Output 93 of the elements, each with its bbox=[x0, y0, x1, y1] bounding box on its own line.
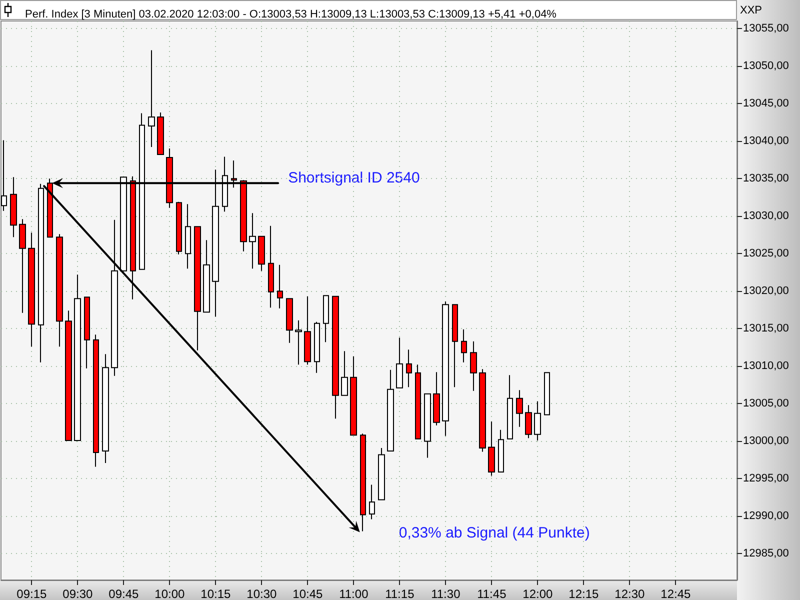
candlestick bbox=[387, 369, 394, 452]
y-axis-title: XXP bbox=[740, 4, 762, 16]
annotation: Shortsignal ID 2540 bbox=[288, 170, 420, 187]
y-tick-label: 13055,00 bbox=[743, 22, 789, 35]
candlestick bbox=[498, 429, 504, 472]
y-tick-label: 13045,00 bbox=[743, 98, 789, 110]
candlestick bbox=[295, 320, 302, 366]
candlestick bbox=[277, 264, 283, 309]
candlestick bbox=[286, 298, 293, 344]
x-tick-label: 09:15 bbox=[16, 587, 48, 600]
x-tick-label: 10:00 bbox=[154, 587, 186, 600]
candlestick bbox=[360, 433, 366, 532]
candlestick bbox=[93, 334, 99, 468]
candlestick bbox=[378, 447, 385, 500]
candlestick bbox=[470, 340, 477, 392]
candlestick bbox=[258, 236, 265, 272]
candlestick bbox=[452, 304, 458, 388]
candlestick bbox=[38, 183, 44, 363]
candlestick bbox=[424, 393, 431, 458]
y-tick-label: 12985,00 bbox=[743, 548, 789, 560]
x-tick-label: 11:15 bbox=[385, 587, 415, 600]
candlestick bbox=[415, 364, 421, 440]
chart-title: Perf. Index [3 Minuten] 03.02.2020 12:03:00 - O:13003,53 H:13009,13 L:13003,53 C:13009,13 +5,41 +0,04% bbox=[25, 8, 557, 20]
candlestick bbox=[231, 160, 237, 188]
candlestick bbox=[516, 390, 523, 428]
y-tick-label: 13010,00 bbox=[743, 360, 789, 372]
candlestick bbox=[268, 225, 274, 308]
x-tick-label: 12:45 bbox=[660, 587, 692, 600]
candlestick bbox=[157, 112, 164, 156]
y-tick-label: 13035,00 bbox=[743, 172, 789, 185]
candlestick bbox=[350, 356, 357, 436]
candlestick bbox=[442, 301, 449, 436]
candlestick bbox=[84, 296, 90, 369]
candlestick bbox=[203, 240, 210, 313]
x-tick-label: 10:30 bbox=[246, 587, 278, 600]
candlestick bbox=[332, 296, 339, 420]
candlestick bbox=[19, 218, 26, 314]
candlestick bbox=[544, 372, 550, 416]
x-tick-label: 11:45 bbox=[477, 587, 507, 600]
y-tick-label: 13015,00 bbox=[743, 322, 789, 335]
candlestick bbox=[130, 176, 136, 300]
candlestick bbox=[406, 349, 412, 388]
candlestick bbox=[120, 176, 127, 272]
candlestick bbox=[341, 350, 348, 396]
candlestick bbox=[488, 421, 495, 476]
x-tick-label: 09:30 bbox=[62, 587, 94, 600]
candlestick bbox=[176, 201, 182, 255]
y-tick-label: 12990,00 bbox=[743, 510, 789, 522]
x-tick-label: 09:45 bbox=[108, 587, 140, 600]
x-tick-label: 12:00 bbox=[522, 587, 554, 600]
candlestick bbox=[102, 354, 109, 464]
candlestick bbox=[166, 148, 173, 208]
y-tick-label: 13030,00 bbox=[743, 210, 789, 222]
candlestick bbox=[507, 374, 513, 440]
y-tick-label: 13025,00 bbox=[743, 248, 789, 260]
candlestick bbox=[534, 400, 541, 441]
candlestick bbox=[47, 178, 53, 238]
candlestick bbox=[433, 372, 440, 426]
candlestick bbox=[314, 321, 320, 374]
y-tick-label: 12995,00 bbox=[743, 472, 789, 485]
y-tick-label: 13020,00 bbox=[743, 285, 789, 298]
candlestick bbox=[222, 156, 228, 212]
x-tick-label: 11:30 bbox=[431, 587, 461, 600]
candlestick bbox=[10, 176, 17, 238]
candlestick bbox=[396, 337, 403, 388]
candlestick bbox=[74, 274, 81, 441]
candlestick bbox=[461, 328, 467, 363]
y-tick-label: 13050,00 bbox=[743, 60, 789, 72]
candlestick bbox=[323, 295, 329, 343]
candlestick bbox=[525, 404, 532, 439]
candlestick bbox=[139, 112, 145, 270]
candlestick bbox=[369, 484, 375, 520]
candlestick bbox=[28, 232, 35, 348]
candlestick bbox=[56, 234, 63, 348]
x-tick-label: 11:00 bbox=[339, 587, 369, 600]
y-tick-label: 13000,00 bbox=[743, 435, 789, 448]
x-tick-label: 10:45 bbox=[292, 587, 324, 600]
candlestick bbox=[304, 296, 311, 366]
candlestick bbox=[194, 226, 201, 351]
x-tick-label: 12:15 bbox=[568, 587, 600, 600]
candlestick bbox=[249, 212, 256, 270]
candlestick bbox=[212, 169, 219, 318]
x-tick-label: 12:30 bbox=[614, 587, 646, 600]
candlestick bbox=[185, 204, 191, 270]
y-tick-label: 13040,00 bbox=[743, 135, 789, 148]
candlestick bbox=[148, 50, 155, 148]
candlestick bbox=[479, 368, 486, 452]
y-tick-label: 13005,00 bbox=[743, 398, 789, 410]
candlestick bbox=[65, 310, 72, 441]
candlestick bbox=[240, 180, 247, 252]
annotation: 0,33% ab Signal (44 Punkte) bbox=[398, 524, 590, 542]
x-tick-label: 10:15 bbox=[200, 587, 232, 600]
candlestick bbox=[111, 219, 118, 376]
